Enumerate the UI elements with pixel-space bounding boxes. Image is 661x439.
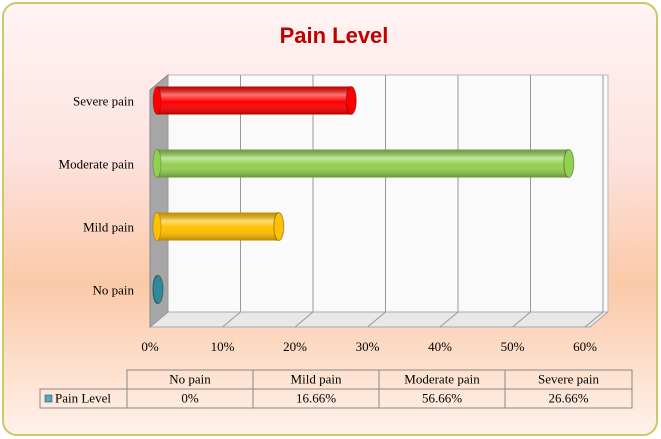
bar-shine — [157, 86, 352, 115]
chart-title: Pain Level — [280, 23, 389, 48]
x-tick-label: 30% — [356, 339, 380, 354]
bar-shine — [157, 212, 279, 241]
bar — [152, 212, 285, 241]
bar-end — [273, 212, 285, 241]
bar-start — [152, 149, 162, 178]
table-border — [39, 388, 633, 409]
grid-line — [149, 311, 169, 328]
floor — [148, 311, 610, 328]
table-cell: 0% — [181, 390, 199, 405]
grid-line — [222, 311, 241, 328]
grid-line — [439, 311, 459, 328]
table-cell: 56.66% — [422, 390, 462, 405]
bar-start — [152, 212, 162, 241]
legend-label: Pain Level — [55, 390, 111, 405]
bar-start — [152, 86, 162, 115]
grid-line — [367, 311, 386, 328]
bar — [152, 275, 164, 304]
y-tick-label: Mild pain — [83, 219, 134, 234]
x-tick-label: 10% — [211, 339, 235, 354]
y-tick-label: No pain — [92, 282, 134, 297]
bar-end — [563, 149, 575, 178]
bar-end — [345, 86, 357, 115]
y-tick-label: Severe pain — [73, 93, 135, 108]
bar — [152, 149, 575, 178]
bar-end — [152, 275, 164, 304]
table-cell: 26.66% — [548, 390, 588, 405]
bar — [152, 86, 357, 115]
x-tick-label: 40% — [428, 339, 452, 354]
table-header: No pain — [169, 371, 211, 386]
table-header: Moderate pain — [404, 371, 480, 386]
table-cell: 16.66% — [296, 390, 336, 405]
x-tick-label: 60% — [573, 339, 597, 354]
grid-line — [584, 311, 604, 328]
x-tick-label: 20% — [283, 339, 307, 354]
data-table: Pain Level No pain 0% Mild pain 16.66% Modera… — [39, 369, 633, 409]
grid-line — [294, 311, 314, 328]
table-header: Severe pain — [538, 371, 600, 386]
bar-shine — [157, 149, 569, 178]
table-header: Mild pain — [291, 371, 342, 386]
x-tick-label: 50% — [501, 339, 525, 354]
grid-line — [512, 311, 531, 328]
y-tick-label: Moderate pain — [59, 156, 135, 171]
x-tick-label: 0% — [141, 339, 159, 354]
legend-key — [44, 394, 53, 403]
